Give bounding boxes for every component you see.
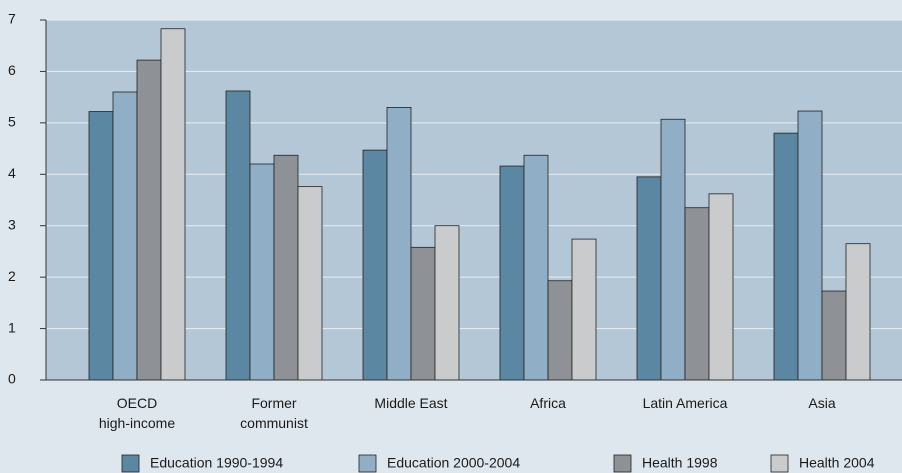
bar: [112, 91, 138, 381]
y-tick-label: 5: [8, 114, 16, 130]
plot-area: [46, 20, 902, 380]
bar: [434, 225, 460, 381]
bar: [297, 186, 323, 381]
x-tick-line: OECD: [117, 395, 157, 411]
bar: [499, 165, 525, 381]
bar: [136, 59, 162, 381]
legend-label: Education 1990-1994: [150, 455, 283, 471]
y-tick-label: 3: [8, 216, 16, 232]
x-tick-label: Middle East: [374, 395, 447, 411]
x-tick-line: Former: [251, 395, 296, 411]
x-tick-line: Africa: [530, 395, 566, 411]
bar: [273, 154, 299, 381]
bar: [797, 110, 823, 381]
bar: [773, 132, 799, 381]
bar: [88, 111, 114, 381]
bar: [249, 163, 275, 381]
x-tick-label: Former communist: [240, 395, 308, 431]
y-tick-label: 2: [8, 268, 16, 284]
legend-swatch: [358, 454, 377, 473]
y-tick-label: 6: [8, 62, 16, 78]
bar: [636, 176, 662, 381]
x-tick-line: communist: [240, 415, 308, 431]
x-tick-line: Asia: [808, 395, 835, 411]
y-tick-label: 1: [8, 319, 16, 335]
x-tick-label: Africa: [530, 395, 566, 411]
legend-label: Health 2004: [799, 455, 875, 471]
x-tick-label: Latin America: [643, 395, 728, 411]
bar: [523, 154, 549, 381]
y-tick-label: 0: [8, 371, 16, 387]
bar: [660, 118, 686, 381]
y-tick-label: 7: [8, 11, 16, 27]
bar: [845, 243, 871, 381]
bar: [160, 28, 186, 381]
x-tick-label: Asia: [808, 395, 835, 411]
bar: [684, 207, 710, 381]
legend-swatch: [613, 454, 632, 473]
bar: [821, 290, 847, 381]
x-tick-line: Latin America: [643, 395, 728, 411]
bar: [410, 246, 436, 381]
x-tick-label: OECD high-income: [99, 395, 175, 431]
y-tick-label: 4: [8, 165, 16, 181]
x-tick-line: high-income: [99, 415, 175, 431]
legend-swatch: [121, 454, 140, 473]
legend-label: Health 1998: [642, 455, 718, 471]
x-tick-line: Middle East: [374, 395, 447, 411]
bar: [708, 193, 734, 381]
bar: [547, 280, 573, 381]
bar: [362, 149, 388, 381]
legend-swatch: [770, 454, 789, 473]
bar: [386, 107, 412, 381]
legend-label: Education 2000-2004: [387, 455, 520, 471]
bar: [225, 90, 251, 381]
bar: [571, 238, 597, 381]
